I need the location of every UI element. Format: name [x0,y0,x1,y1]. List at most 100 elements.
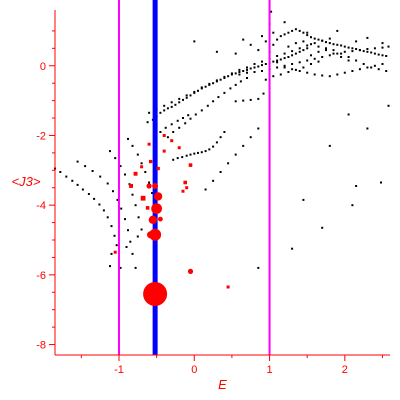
data-point [181,156,184,159]
data-point [385,70,388,72]
data-point [172,158,175,161]
data-point [242,70,245,72]
data-point [381,42,384,45]
data-point [283,64,286,67]
weighted-data-point [162,134,166,137]
data-point [185,94,188,97]
data-point [343,50,346,53]
data-point [298,47,301,50]
data-point [137,216,140,219]
data-point [106,182,109,185]
data-point [212,179,215,182]
weighted-data-point [148,215,158,224]
data-point [87,193,90,195]
data-point [110,252,113,255]
data-point [120,207,123,210]
data-point [355,59,358,62]
data-point [370,66,373,69]
data-point [200,86,203,89]
data-point [257,97,260,100]
data-point [373,47,376,50]
data-point [264,78,267,81]
data-point [164,126,167,129]
data-point [355,40,358,43]
data-point [317,45,320,48]
x-tick-label: 1 [266,364,272,376]
data-point [189,94,192,97]
data-point [140,162,143,165]
data-point [370,51,373,54]
data-point [134,204,137,207]
data-point [366,36,369,39]
data-point [283,57,286,60]
data-point [212,100,215,103]
data-point [193,90,196,93]
data-point [109,265,111,268]
data-point [377,53,380,56]
data-point [242,38,245,41]
data-point [291,68,294,71]
data-point [124,173,126,176]
data-point [215,79,218,82]
data-point [302,49,305,52]
data-point [294,42,297,45]
data-point [373,52,376,55]
data-point [131,252,134,255]
axes: -1 0 1 2 0 -2 -4 -6 -8 [36,10,390,376]
data-point [200,109,203,112]
data-point [242,99,245,102]
data-point [65,175,68,178]
data-point [238,68,241,71]
data-point [317,38,320,41]
data-point [176,157,179,160]
data-point [182,117,184,119]
data-point [170,105,173,108]
data-point [185,96,188,99]
data-point [261,64,263,67]
data-point [366,50,369,53]
data-point [332,52,335,55]
data-point [336,73,339,76]
data-point [381,63,384,65]
data-point [332,49,335,52]
data-point [91,170,94,172]
weighted-data-point [226,285,230,289]
data-point [283,66,286,69]
data-point [131,144,134,147]
data-point [302,40,305,43]
data-point [291,29,294,32]
data-point [336,52,339,55]
data-point [81,188,84,191]
data-point [313,73,316,76]
data-point [264,40,267,43]
data-point [310,36,312,39]
data-point [176,119,179,122]
data-point [239,80,242,83]
data-point [84,165,87,168]
data-point [340,44,343,47]
data-point [325,41,327,44]
data-point [234,83,237,86]
data-point [76,183,79,186]
data-point [325,47,327,50]
data-point [238,73,241,76]
data-point [212,145,215,148]
data-point [184,122,187,125]
weighted-data-point [188,163,193,167]
data-point [242,144,245,147]
weighted-data-point [185,186,189,190]
data-point [262,92,265,95]
data-point [249,43,252,46]
weighted-data-point [162,149,166,153]
data-point [358,49,361,52]
data-point [362,63,365,65]
weighted-point-series [113,134,230,306]
data-point [291,50,294,53]
weighted-data-point [140,195,146,201]
data-point [321,226,324,229]
data-point [381,46,384,49]
data-point [170,123,173,126]
data-point [163,104,166,107]
weighted-data-point [143,282,168,306]
